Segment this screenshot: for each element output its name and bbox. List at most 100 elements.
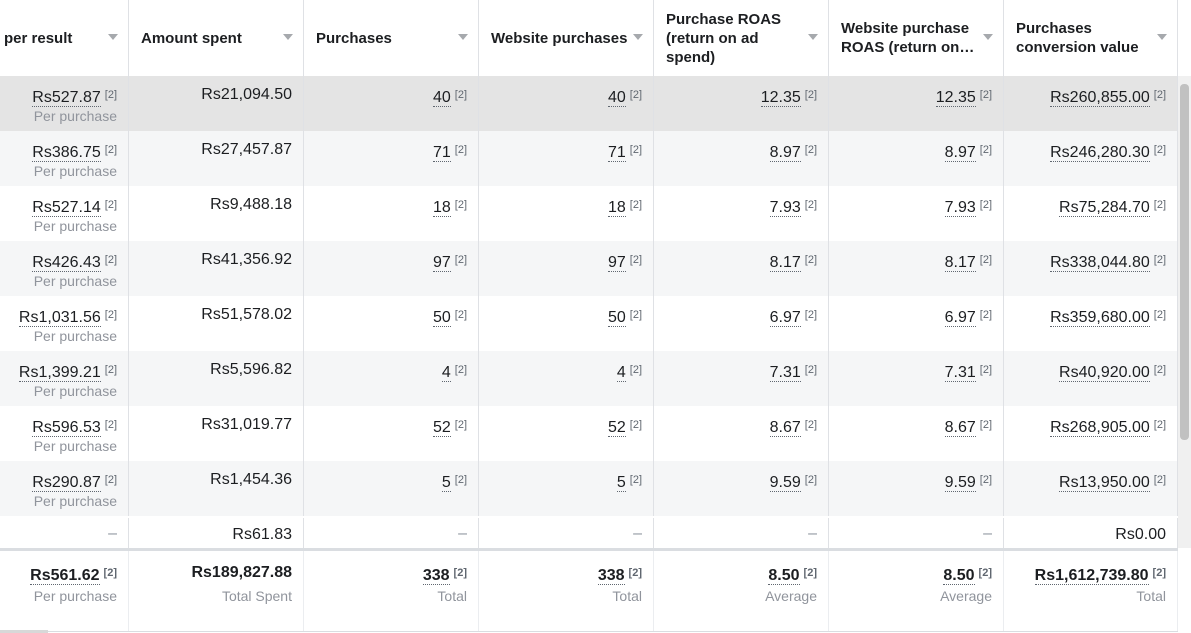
purchase-roas-value[interactable]: 8.17 [2]: [769, 250, 817, 273]
table-row[interactable]: Rs596.53 [2] Per purchase Rs31,019.77 52 [2] 5…: [0, 406, 1178, 461]
total-cost-value[interactable]: Rs561.62 [2]: [30, 563, 117, 586]
column-header-purchases-conversion-value[interactable]: Purchases conversion value: [1004, 0, 1178, 76]
footnote-marker[interactable]: [2]: [104, 419, 117, 431]
sort-arrow-icon[interactable]: [1157, 34, 1167, 40]
footnote-marker[interactable]: [2]: [104, 89, 117, 101]
footnote-marker[interactable]: [2]: [454, 309, 467, 321]
website-purchases-value[interactable]: 52 [2]: [607, 415, 642, 438]
table-row[interactable]: Rs527.87 [2] Per purchase Rs21,094.50 40 [2] 4…: [0, 76, 1178, 131]
website-purchase-roas-value[interactable]: 12.35 [2]: [935, 85, 992, 108]
footnote-marker[interactable]: [2]: [804, 309, 817, 321]
footnote-marker[interactable]: [2]: [104, 364, 117, 376]
conversion-value-value[interactable]: Rs268,905.00 [2]: [1050, 415, 1166, 438]
purchases-value[interactable]: 4 [2]: [441, 360, 467, 383]
website-purchase-roas-value[interactable]: 8.67 [2]: [944, 415, 992, 438]
table-row[interactable]: Rs290.87 [2] Per purchase Rs1,454.36 5 [2] 5 [2…: [0, 461, 1178, 516]
website-purchases-value[interactable]: 5 [2]: [616, 470, 642, 493]
total-roas-value[interactable]: 8.50 [2]: [768, 563, 817, 586]
table-row[interactable]: Rs386.75 [2] Per purchase Rs27,457.87 71 [2] 7…: [0, 131, 1178, 186]
footnote-marker[interactable]: [2]: [804, 474, 817, 486]
footnote-marker[interactable]: [2]: [103, 567, 117, 579]
footnote-marker[interactable]: [2]: [979, 254, 992, 266]
footnote-marker[interactable]: [2]: [629, 144, 642, 156]
website-purchases-value[interactable]: 40 [2]: [607, 85, 642, 108]
footnote-marker[interactable]: [2]: [629, 199, 642, 211]
footnote-marker[interactable]: [2]: [454, 474, 467, 486]
footnote-marker[interactable]: [2]: [804, 419, 817, 431]
conversion-value-value[interactable]: Rs75,284.70 [2]: [1059, 195, 1166, 218]
purchase-roas-value[interactable]: 9.59 [2]: [769, 470, 817, 493]
footnote-marker[interactable]: [2]: [629, 309, 642, 321]
table-row-partial[interactable]: – Rs61.83 – – – – Rs0.00: [0, 518, 1178, 548]
footnote-marker[interactable]: [2]: [979, 89, 992, 101]
cost-per-result-value[interactable]: Rs1,399.21 [2]: [18, 360, 117, 383]
vertical-scrollbar[interactable]: [1178, 76, 1191, 548]
conversion-value-value[interactable]: Rs246,280.30 [2]: [1050, 140, 1166, 163]
column-header-website-purchases[interactable]: Website purchases: [479, 0, 654, 76]
footnote-marker[interactable]: [2]: [629, 364, 642, 376]
footnote-marker[interactable]: [2]: [628, 567, 642, 579]
conversion-value-value[interactable]: Rs40,920.00 [2]: [1059, 360, 1166, 383]
purchase-roas-value[interactable]: 7.93 [2]: [769, 195, 817, 218]
total-website-roas-value[interactable]: 8.50 [2]: [943, 563, 992, 586]
footnote-marker[interactable]: [2]: [804, 144, 817, 156]
cost-per-result-value[interactable]: Rs426.43 [2]: [32, 250, 117, 273]
horizontal-scrollbar-thumb[interactable]: [0, 630, 48, 633]
website-purchase-roas-value[interactable]: 6.97 [2]: [944, 305, 992, 328]
footnote-marker[interactable]: [2]: [454, 254, 467, 266]
table-row[interactable]: Rs1,399.21 [2] Per purchase Rs5,596.82 4 [2] 4…: [0, 351, 1178, 406]
footnote-marker[interactable]: [2]: [104, 309, 117, 321]
footnote-marker[interactable]: [2]: [803, 567, 817, 579]
footnote-marker[interactable]: [2]: [454, 144, 467, 156]
website-purchases-value[interactable]: 97 [2]: [607, 250, 642, 273]
sort-arrow-icon[interactable]: [808, 34, 818, 40]
footnote-marker[interactable]: [2]: [1153, 199, 1166, 211]
footnote-marker[interactable]: [2]: [979, 199, 992, 211]
conversion-value-value[interactable]: Rs338,044.80 [2]: [1050, 250, 1166, 273]
footnote-marker[interactable]: [2]: [454, 199, 467, 211]
table-row[interactable]: Rs1,031.56 [2] Per purchase Rs51,578.02 50 [2…: [0, 296, 1178, 351]
table-row[interactable]: Rs426.43 [2] Per purchase Rs41,356.92 97 [2] 9…: [0, 241, 1178, 296]
purchases-value[interactable]: 97 [2]: [432, 250, 467, 273]
column-header-amount-spent[interactable]: Amount spent: [129, 0, 304, 76]
footnote-marker[interactable]: [2]: [104, 144, 117, 156]
footnote-marker[interactable]: [2]: [454, 419, 467, 431]
footnote-marker[interactable]: [2]: [629, 419, 642, 431]
purchases-value[interactable]: 5 [2]: [441, 470, 467, 493]
cost-per-result-value[interactable]: Rs527.14 [2]: [32, 195, 117, 218]
conversion-value-value[interactable]: Rs260,855.00 [2]: [1050, 85, 1166, 108]
footnote-marker[interactable]: [2]: [104, 199, 117, 211]
purchases-value[interactable]: 40 [2]: [432, 85, 467, 108]
column-header-purchases[interactable]: Purchases: [304, 0, 479, 76]
cost-per-result-value[interactable]: Rs290.87 [2]: [32, 470, 117, 493]
website-purchase-roas-value[interactable]: 7.93 [2]: [944, 195, 992, 218]
sort-arrow-icon[interactable]: [983, 34, 993, 40]
website-purchases-value[interactable]: 4 [2]: [616, 360, 642, 383]
footnote-marker[interactable]: [2]: [1153, 419, 1166, 431]
footnote-marker[interactable]: [2]: [1153, 309, 1166, 321]
total-website-purchases-value[interactable]: 338 [2]: [597, 563, 642, 586]
conversion-value-value[interactable]: Rs13,950.00 [2]: [1059, 470, 1166, 493]
footnote-marker[interactable]: [2]: [1153, 364, 1166, 376]
website-purchases-value[interactable]: 50 [2]: [607, 305, 642, 328]
footnote-marker[interactable]: [2]: [804, 199, 817, 211]
website-purchase-roas-value[interactable]: 8.97 [2]: [944, 140, 992, 163]
footnote-marker[interactable]: [2]: [978, 567, 992, 579]
sort-arrow-icon[interactable]: [458, 34, 468, 40]
purchases-value[interactable]: 71 [2]: [432, 140, 467, 163]
table-row[interactable]: Rs527.14 [2] Per purchase Rs9,488.18 18 [2] 18…: [0, 186, 1178, 241]
footnote-marker[interactable]: [2]: [453, 567, 467, 579]
cost-per-result-value[interactable]: Rs386.75 [2]: [32, 140, 117, 163]
cost-per-result-value[interactable]: Rs596.53 [2]: [32, 415, 117, 438]
footnote-marker[interactable]: [2]: [104, 254, 117, 266]
footnote-marker[interactable]: [2]: [1153, 144, 1166, 156]
footnote-marker[interactable]: [2]: [1153, 89, 1166, 101]
footnote-marker[interactable]: [2]: [629, 254, 642, 266]
sort-arrow-icon[interactable]: [633, 34, 643, 40]
footnote-marker[interactable]: [2]: [979, 419, 992, 431]
sort-arrow-icon[interactable]: [108, 34, 118, 40]
footnote-marker[interactable]: [2]: [1153, 474, 1166, 486]
footnote-marker[interactable]: [2]: [804, 89, 817, 101]
purchase-roas-value[interactable]: 8.97 [2]: [769, 140, 817, 163]
footnote-marker[interactable]: [2]: [979, 364, 992, 376]
